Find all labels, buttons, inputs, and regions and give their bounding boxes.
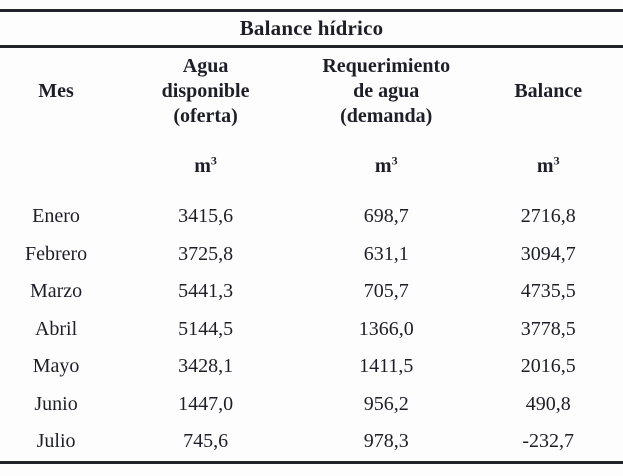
cell-oferta: 3415,6 <box>178 205 234 228</box>
cell-demanda: 1411,5 <box>359 355 414 378</box>
cell-mes: Marzo <box>29 280 83 303</box>
unit-cell-oferta: m3 <box>194 152 217 177</box>
cell-balance: 3778,5 <box>520 317 576 340</box>
unit-cell-mes <box>0 134 112 198</box>
cell-balance: 2016,5 <box>520 355 576 378</box>
cell-balance: 4735,5 <box>520 280 576 303</box>
cell-mes: Julio <box>36 430 76 453</box>
cell-oferta: 3428,1 <box>178 355 234 378</box>
table-row: Febrero 3725,8 631,1 3094,7 <box>0 236 623 274</box>
table-row: Julio 745,6 978,3 -232,7 <box>0 423 623 461</box>
cell-mes: Enero <box>32 205 80 228</box>
table-row: Marzo 5441,3 705,7 4735,5 <box>0 273 623 311</box>
table-row: Junio 1447,0 956,2 490,8 <box>0 386 623 424</box>
column-header-mes: Mes <box>38 79 74 102</box>
cell-oferta: 3725,8 <box>178 242 234 265</box>
unit-cell-balance: m3 <box>536 152 560 177</box>
cell-demanda: 705,7 <box>363 280 409 303</box>
header-row: Mes Agua disponible (oferta) Requerimien… <box>0 48 623 134</box>
unit-cell-demanda: m3 <box>374 152 398 177</box>
cell-demanda: 631,1 <box>363 242 409 265</box>
units-row: m3 m3 m3 <box>0 134 623 198</box>
table-title: Balance hídrico <box>239 16 384 40</box>
bottom-rule <box>0 460 623 464</box>
balance-hidrico-table: Mes Agua disponible (oferta) Requerimien… <box>0 48 623 461</box>
table-row: Mayo 3428,1 1411,5 2016,5 <box>0 348 623 386</box>
cell-demanda: 698,7 <box>363 205 409 228</box>
column-header-balance: Balance <box>514 79 583 102</box>
top-rule <box>0 9 623 12</box>
cell-balance: 2716,8 <box>520 205 576 228</box>
cell-demanda: 956,2 <box>363 392 409 415</box>
cell-oferta: 1447,0 <box>178 392 234 415</box>
cell-mes: Abril <box>34 317 78 340</box>
column-header-oferta: Agua disponible (oferta) <box>161 54 250 127</box>
cell-mes: Febrero <box>24 242 88 265</box>
cell-demanda: 978,3 <box>363 430 409 453</box>
cell-mes: Mayo <box>32 355 80 378</box>
cell-mes: Junio <box>34 392 78 415</box>
cell-balance: -232,7 <box>522 430 575 453</box>
column-header-demanda: Requerimiento de agua (demanda) <box>322 54 451 127</box>
cell-oferta: 5144,5 <box>178 317 234 340</box>
header-rule <box>0 45 623 48</box>
table-row: Enero 3415,6 698,7 2716,8 <box>0 198 623 236</box>
cell-balance: 3094,7 <box>520 242 576 265</box>
cell-oferta: 745,6 <box>183 430 229 453</box>
table-row: Abril 5144,5 1366,0 3778,5 <box>0 311 623 349</box>
cell-demanda: 1366,0 <box>358 317 414 340</box>
cell-oferta: 5441,3 <box>178 280 234 303</box>
cell-balance: 490,8 <box>525 392 571 415</box>
